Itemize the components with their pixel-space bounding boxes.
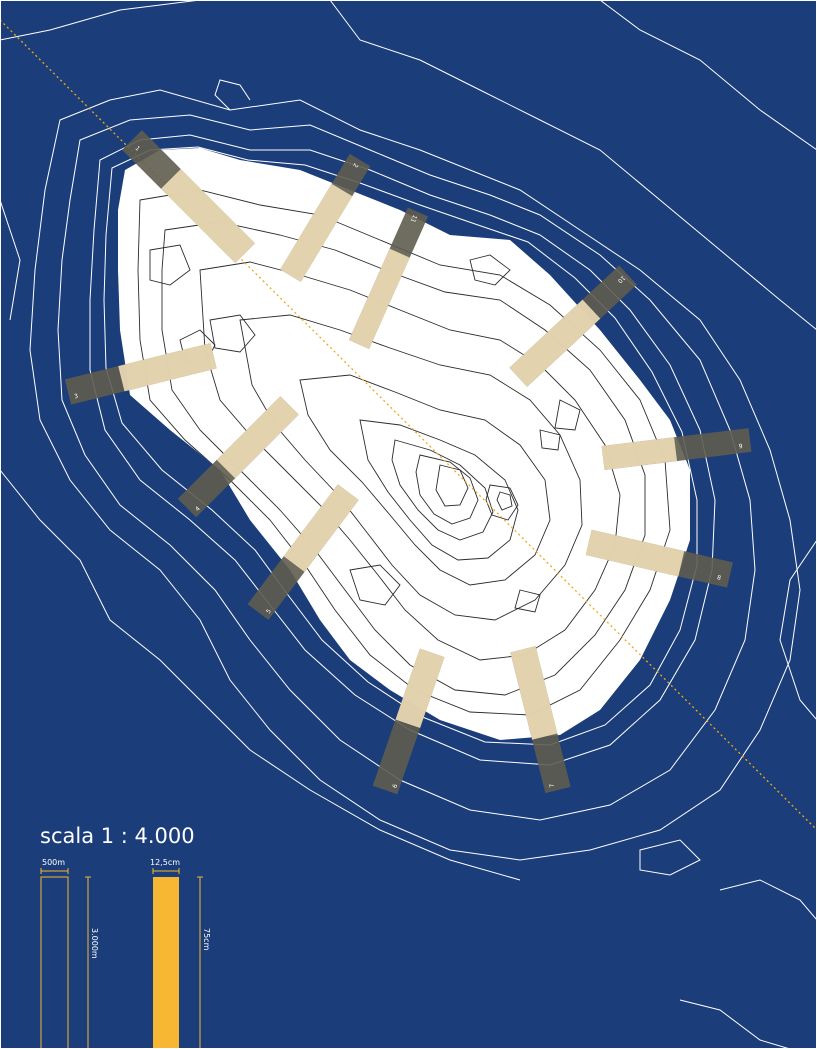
strip-8: 8 [585,529,733,588]
strip-6: 6 [372,648,445,795]
survey-strips: 1 2 3 4 5 6 [64,130,752,795]
strip-4: 4 [177,396,299,518]
real-scale-rect [40,876,69,1049]
strip-label: 6 [391,783,399,789]
strip-9: 9 [601,428,752,470]
strip-label: 2 [351,162,359,169]
strip-label: 5 [265,608,273,615]
strip-7: 7 [510,646,571,794]
real-height-label: 3.000m [90,928,99,959]
strip-3: 3 [64,343,217,405]
strip-label: 4 [194,505,202,513]
model-height-label: 75cm [202,928,211,951]
strip-label: 7 [548,782,556,788]
model-scale-rect [153,877,179,1049]
scale-title: scala 1 : 4.000 [40,824,195,848]
strip-2: 2 [280,153,371,282]
strip-label: 9 [738,443,743,450]
model-width-label: 12,5cm [150,858,180,867]
real-width-label: 500m [42,858,65,867]
strip-5: 5 [247,484,359,620]
island-landmass [118,148,690,740]
strip-10: 10 [509,265,637,387]
strip-label: 1 [133,145,141,153]
real-scale-bar: 500m 3.000m [40,858,99,1049]
strip-label: 10 [616,274,626,284]
strip-label: 8 [716,574,721,582]
strip-11: 11 [348,207,429,349]
land-contours [137,189,671,716]
strip-label: 3 [74,393,80,401]
strip-1: 1 [122,130,256,264]
strip-label: 11 [409,214,419,224]
model-scale-bar: 12,5cm 75cm [150,858,211,1049]
